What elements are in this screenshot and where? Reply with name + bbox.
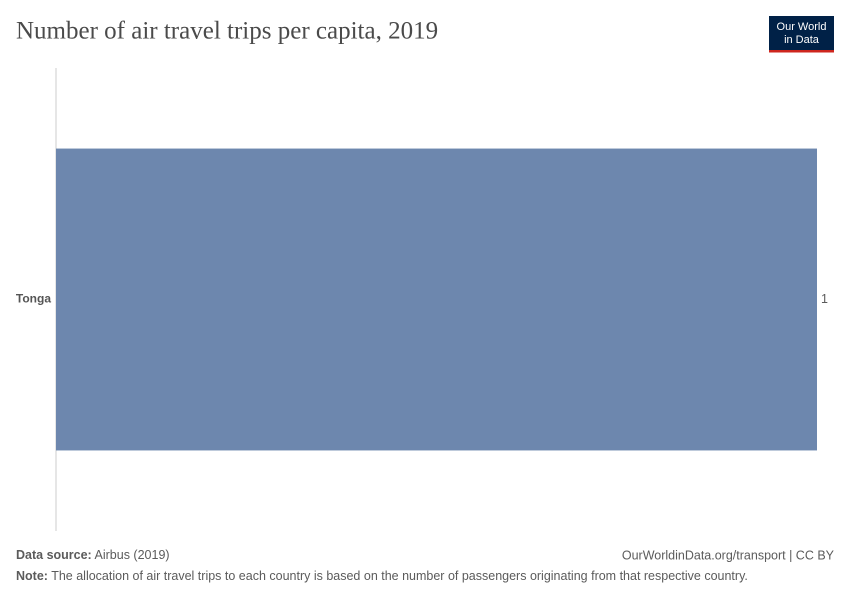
logo-underline [769, 50, 834, 53]
logo-text: in Data [784, 34, 820, 46]
url[interactable]: OurWorldinData.org/transport | CC BY [622, 548, 835, 562]
chart-title: Number of air travel trips per capita, 2… [16, 18, 438, 45]
source-text: Airbus (2019) [95, 548, 170, 562]
value-label: 1 [821, 292, 828, 306]
logo-text: Our World [777, 21, 827, 33]
logo-box [769, 16, 834, 50]
category-label: Tonga [16, 292, 51, 306]
note-label: Note: [16, 569, 48, 583]
bar [56, 148, 817, 451]
note: Note: The allocation of air travel trips… [16, 569, 748, 583]
source-label: Data source: [16, 548, 92, 562]
source: Data source: Airbus (2019) [16, 548, 170, 562]
logo[interactable]: Our World in Data [769, 16, 834, 53]
note-text: The allocation of air travel trips to ea… [51, 569, 748, 583]
